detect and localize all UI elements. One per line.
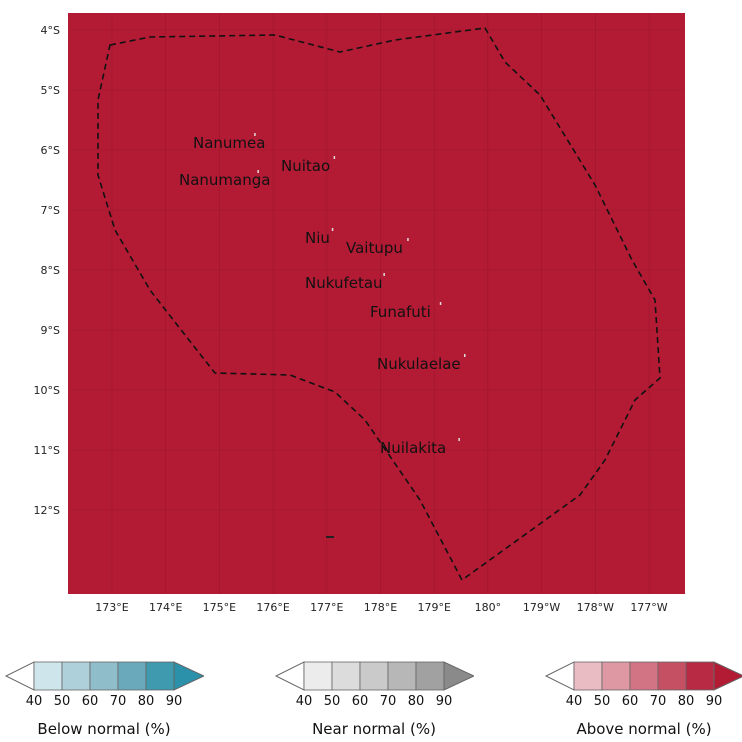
colorbar-segment bbox=[61, 661, 91, 691]
colorbar-segment bbox=[415, 661, 445, 691]
island-label-funafuti: Funafuti bbox=[370, 303, 431, 321]
longitude-tick-label: 174°E bbox=[149, 601, 182, 612]
island-marker bbox=[333, 156, 336, 159]
longitude-tick-label: 177°E bbox=[310, 601, 343, 612]
colorbar-tick-label: 90 bbox=[435, 694, 453, 709]
island-marker bbox=[458, 438, 460, 441]
island-marker bbox=[383, 273, 385, 276]
below-normal-legend: 40 50 60 70 80 90 Below normal (%) bbox=[4, 650, 204, 742]
longitude-tick-label: 180° bbox=[475, 601, 502, 612]
island-marker bbox=[439, 302, 442, 305]
colorbar-segment bbox=[601, 661, 631, 691]
near-normal-title: Near normal (%) bbox=[312, 720, 436, 738]
below-normal-title: Below normal (%) bbox=[37, 720, 171, 738]
colorbar-segment bbox=[387, 661, 417, 691]
colorbar-tick-label: 40 bbox=[295, 694, 313, 709]
island-marker bbox=[407, 238, 409, 241]
colorbar-segment bbox=[303, 661, 333, 691]
colorbar-extend-left bbox=[4, 661, 35, 691]
island-marker bbox=[254, 133, 256, 136]
island-label-nukulaelae: Nukulaelae bbox=[377, 355, 461, 373]
colorbar-tick-label: 90 bbox=[165, 694, 183, 709]
longitude-tick-label: 179°W bbox=[523, 601, 560, 612]
above-normal-title: Above normal (%) bbox=[576, 720, 712, 738]
colorbar-tick-label: 50 bbox=[593, 694, 611, 709]
longitude-tick-label: 177°W bbox=[630, 601, 667, 612]
island-marker bbox=[257, 170, 259, 173]
colorbar-tick-label: 70 bbox=[649, 694, 667, 709]
island-label-nanumanga: Nanumanga bbox=[179, 171, 270, 189]
graticule bbox=[68, 13, 685, 594]
colorbar-extend-right bbox=[443, 661, 474, 691]
island-labels: Nanumea Nuitao Nanumanga Niu Vaitupu Nukufeta… bbox=[179, 133, 466, 457]
colorbar-tick-label: 80 bbox=[677, 694, 695, 709]
colorbar-segment bbox=[657, 661, 687, 691]
island-label-niu: Niu bbox=[305, 229, 330, 247]
colorbar-tick-label: 50 bbox=[53, 694, 71, 709]
region-boundary-dashed bbox=[97, 27, 661, 582]
island-label-nuilakita: Nuilakita bbox=[380, 439, 446, 457]
longitude-axis: 173°E 174°E 175°E 176°E 177°E 178°E 179°E 180° 1… bbox=[95, 601, 668, 612]
below-normal-colorbar bbox=[4, 661, 204, 691]
colorbar-segment bbox=[573, 661, 603, 691]
colorbar-tick-label: 80 bbox=[137, 694, 155, 709]
island-label-nanumea: Nanumea bbox=[193, 134, 265, 152]
colorbar-segment bbox=[359, 661, 389, 691]
colorbar-tick-label: 60 bbox=[351, 694, 369, 709]
colorbar-extend-left bbox=[544, 661, 575, 691]
island-label-vaitupu: Vaitupu bbox=[346, 239, 403, 257]
map-area bbox=[68, 13, 685, 594]
latitude-axis: 4°S 5°S 6°S 7°S 8°S 9°S 10°S 11°S 12°S bbox=[34, 24, 60, 517]
colorbar-tick-label: 90 bbox=[705, 694, 723, 709]
colorbar-tick-label: 40 bbox=[565, 694, 583, 709]
longitude-tick-label: 178°W bbox=[577, 601, 614, 612]
colorbar-extend-right bbox=[173, 661, 204, 691]
near-normal-legend: 40 50 60 70 80 90 Near normal (%) bbox=[274, 650, 474, 742]
near-normal-colorbar bbox=[274, 661, 474, 691]
colorbar-tick-label: 80 bbox=[407, 694, 425, 709]
colorbar-tick-label: 70 bbox=[109, 694, 127, 709]
latitude-tick-label: 11°S bbox=[34, 444, 60, 457]
colorbar-extend-right bbox=[713, 661, 742, 691]
colorbar-tick-label: 70 bbox=[379, 694, 397, 709]
island-label-nuitao: Nuitao bbox=[281, 157, 330, 175]
forecast-map: 4°S 5°S 6°S 7°S 8°S 9°S 10°S 11°S 12°S 173°E 174°… bbox=[34, 13, 685, 612]
colorbar-tick-label: 60 bbox=[81, 694, 99, 709]
colorbar-tick-label: 40 bbox=[25, 694, 43, 709]
latitude-tick-label: 8°S bbox=[41, 264, 60, 277]
island-marker bbox=[331, 228, 334, 231]
longitude-tick-label: 179°E bbox=[417, 601, 450, 612]
colorbar-segment bbox=[117, 661, 147, 691]
small-island-mark bbox=[326, 536, 334, 538]
colorbar-segment bbox=[145, 661, 175, 691]
latitude-tick-label: 6°S bbox=[41, 144, 60, 157]
latitude-tick-label: 9°S bbox=[41, 324, 60, 337]
latitude-tick-label: 12°S bbox=[34, 504, 60, 517]
colorbar-segment bbox=[331, 661, 361, 691]
colorbar-tick-label: 50 bbox=[323, 694, 341, 709]
colorbar-segment bbox=[89, 661, 119, 691]
island-marker bbox=[464, 354, 466, 357]
colorbar-segment bbox=[33, 661, 63, 691]
longitude-tick-label: 178°E bbox=[364, 601, 397, 612]
colorbar-tick-label: 60 bbox=[621, 694, 639, 709]
latitude-tick-label: 7°S bbox=[41, 204, 60, 217]
colorbar-extend-left bbox=[274, 661, 305, 691]
island-label-nukufetau: Nukufetau bbox=[305, 274, 383, 292]
latitude-tick-label: 5°S bbox=[41, 84, 60, 97]
longitude-tick-label: 175°E bbox=[203, 601, 236, 612]
latitude-tick-label: 10°S bbox=[34, 384, 60, 397]
colorbar-segment bbox=[685, 661, 715, 691]
colorbar-segment bbox=[629, 661, 659, 691]
latitude-tick-label: 4°S bbox=[41, 24, 60, 37]
above-normal-legend: 40 50 60 70 80 90 Above normal (%) bbox=[544, 650, 742, 742]
above-normal-colorbar bbox=[544, 661, 742, 691]
longitude-tick-label: 173°E bbox=[95, 601, 128, 612]
longitude-tick-label: 176°E bbox=[256, 601, 289, 612]
